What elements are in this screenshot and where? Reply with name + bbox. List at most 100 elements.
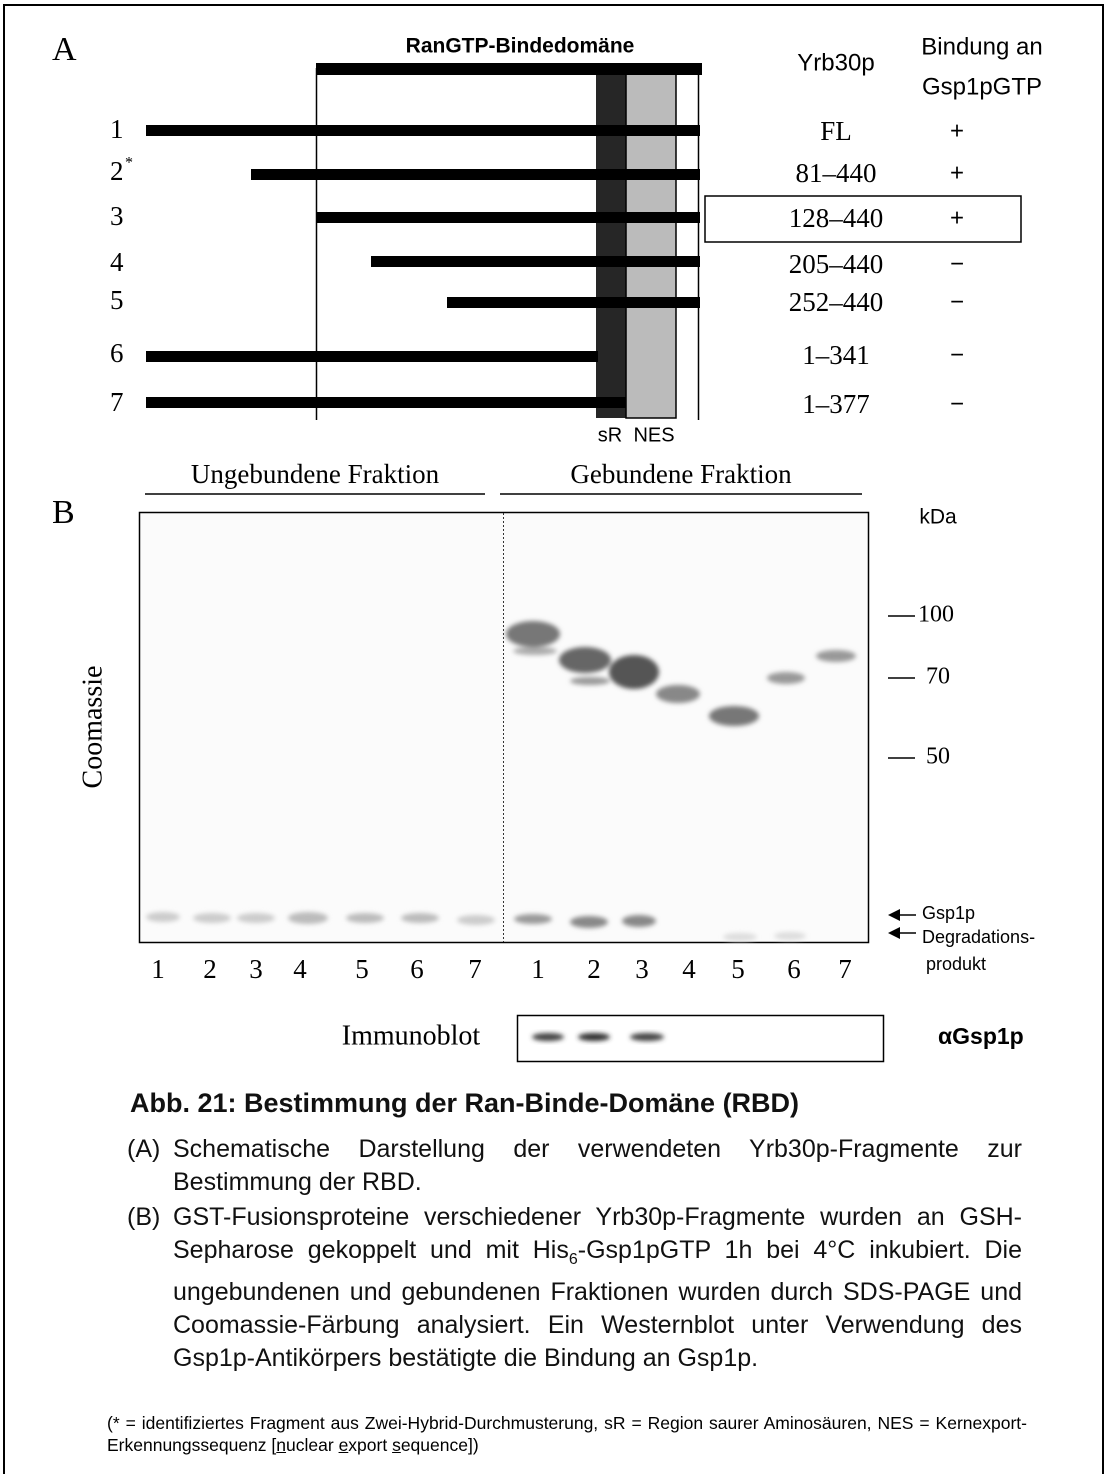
band [630,1033,664,1041]
band [401,913,439,923]
underlined: s [392,1435,401,1455]
band [774,932,806,940]
binding-result: − [950,390,964,417]
para-text: GST-Fusionsproteine verschiedener Yrb30p… [173,1201,1022,1375]
blot-bands [532,1033,664,1041]
fragment-bar [146,125,700,136]
text: equence]) [401,1435,479,1455]
caption-title: Abb. 21: Bestimmung der Ran-Binde-Domäne… [130,1088,1022,1119]
band [146,912,180,922]
binding-result: + [950,159,964,186]
blot-label: Immunoblot [342,1020,481,1051]
lane-label: 2 [203,954,217,984]
text: xport [348,1435,392,1455]
binding-result: − [950,250,964,277]
column-header: Gsp1pGTP [922,73,1042,100]
lane-label: 4 [293,954,307,984]
fragment-bar [316,212,700,223]
fragment-bar [447,297,700,308]
row-number: 4 [110,247,124,277]
panel-label: A [52,31,77,68]
lane-label: 6 [410,954,424,984]
lane-label: 3 [249,954,263,984]
fragment-bar [146,397,626,408]
lane-label: 1 [531,954,545,984]
band [709,706,759,726]
fragment-bar [146,351,598,362]
row-number: 2 [110,156,124,186]
binding-result: + [950,117,964,144]
fragment-range: 1–341 [802,340,870,370]
band [767,672,805,684]
binding-result: − [950,288,964,315]
band [514,914,552,924]
arrows [888,909,916,939]
fragment-range: 1–377 [802,389,870,419]
row-number: 7 [110,387,124,417]
footnote: (* = identifiziertes Fragment aus Zwei-H… [107,1412,1027,1456]
domain-title: RanGTP-Bindedomäne [406,35,635,58]
domain-bar [316,63,702,75]
marker-label: 70 [926,664,950,690]
blot [518,1016,884,1062]
para-text: Schematische Darstellung der verwendeten… [173,1133,1022,1199]
subscript: 6 [569,1251,578,1268]
fragment-range: 81–440 [796,158,877,188]
fragment-range: FL [820,116,852,146]
arrow-label: produkt [926,954,986,974]
lane-label: 7 [468,954,482,984]
band [578,1033,610,1041]
arrow-label: Degradations- [922,927,1035,947]
band [559,647,611,673]
row-number: 6 [110,338,124,368]
lane-label: 2 [587,954,601,984]
band [656,685,700,703]
band [609,655,659,689]
para-label: (B) [127,1201,159,1375]
band [816,650,856,662]
band [288,912,328,924]
panel-label: B [52,494,75,531]
lane-label: 4 [682,954,696,984]
para-label: (A) [127,1133,159,1199]
text: uclear [286,1435,339,1455]
lane-label: 3 [635,954,649,984]
lane-label: 5 [731,954,745,984]
band [570,677,610,685]
band [570,916,608,928]
region-label: NES [633,424,674,446]
band [513,647,557,655]
fragment-range: 128–440 [789,203,884,233]
sr-region [596,72,626,418]
band [622,915,656,927]
column-header: Yrb30p [797,49,874,76]
antibody-label: αGsp1p [938,1023,1024,1049]
fragment-range: 205–440 [789,249,884,279]
underlined: e [339,1435,349,1455]
arrow-label: Gsp1p [922,903,975,923]
row-number: 5 [110,285,124,315]
caption: Abb. 21: Bestimmung der Ran-Binde-Domäne… [130,1088,1022,1377]
row-mark: * [125,155,133,172]
lane-label: 7 [838,954,852,984]
band [346,913,384,923]
fraction-title: Ungebundene Fraktion [191,459,440,489]
marker-label: 50 [926,744,950,770]
binding-result: + [950,204,964,231]
row-number: 3 [110,201,124,231]
band [237,913,275,923]
fragment-bar [371,256,700,267]
stain-label: Coomassie [77,666,108,789]
arrow-head [888,927,900,939]
caption-paragraph: (A) Schematische Darstellung der verwende… [130,1133,1022,1199]
fraction-title: Gebundene Fraktion [570,459,792,489]
arrow-head [888,909,900,921]
band [193,913,231,923]
lane-label: 1 [151,954,165,984]
underlined: n [276,1435,286,1455]
fragment-bar [251,169,700,180]
band [506,621,560,647]
nes-region [626,72,676,418]
text: (* = identifiziertes Fragment aus Zwei-H… [107,1413,1027,1455]
figure: A RanGTP-Bindedomäne sR NES Yrb30p Bindu… [0,0,1111,1080]
